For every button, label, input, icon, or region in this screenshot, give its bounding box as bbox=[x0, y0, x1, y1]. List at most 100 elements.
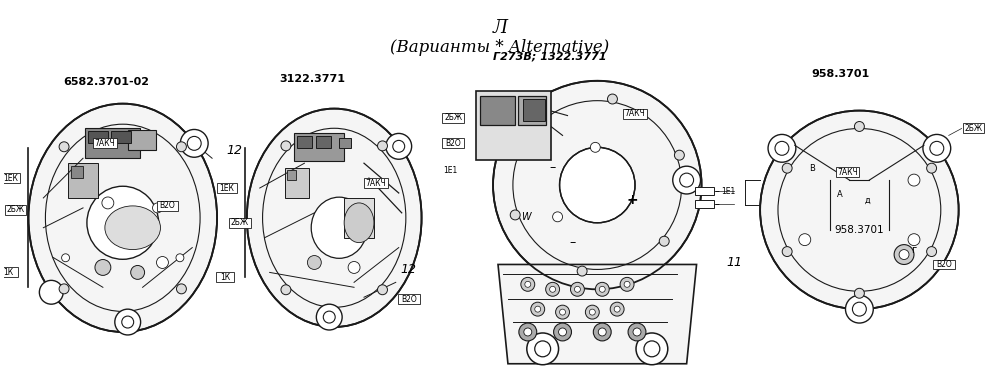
Circle shape bbox=[535, 341, 551, 357]
Text: В2О: В2О bbox=[160, 201, 175, 210]
Circle shape bbox=[636, 333, 668, 365]
Circle shape bbox=[386, 133, 412, 159]
Bar bbox=[695, 200, 714, 208]
Text: 6582.3701-02: 6582.3701-02 bbox=[63, 77, 149, 87]
Circle shape bbox=[659, 236, 669, 246]
Circle shape bbox=[323, 311, 335, 323]
Circle shape bbox=[560, 309, 566, 315]
Circle shape bbox=[510, 210, 520, 220]
Bar bbox=[294, 133, 344, 161]
Circle shape bbox=[554, 323, 571, 341]
Circle shape bbox=[899, 250, 909, 260]
Circle shape bbox=[775, 141, 789, 155]
Text: 958.3701: 958.3701 bbox=[835, 225, 884, 235]
Bar bbox=[364, 178, 388, 188]
Bar bbox=[623, 109, 647, 119]
Circle shape bbox=[595, 282, 609, 296]
Bar bbox=[297, 136, 312, 148]
Circle shape bbox=[157, 257, 168, 268]
Bar bbox=[398, 294, 420, 304]
Circle shape bbox=[176, 284, 186, 294]
Bar bbox=[5, 205, 26, 215]
Text: 12: 12 bbox=[401, 263, 417, 276]
Text: 12: 12 bbox=[226, 144, 242, 157]
Bar bbox=[442, 113, 464, 122]
Text: –: – bbox=[714, 199, 719, 209]
Text: г: г bbox=[911, 245, 917, 255]
Bar bbox=[111, 131, 131, 143]
Ellipse shape bbox=[311, 197, 367, 258]
Bar bbox=[518, 96, 546, 126]
Bar bbox=[963, 124, 984, 133]
Bar bbox=[128, 131, 156, 150]
Circle shape bbox=[570, 282, 584, 296]
Bar bbox=[217, 183, 237, 193]
Bar bbox=[88, 131, 108, 143]
Circle shape bbox=[589, 309, 595, 315]
Circle shape bbox=[59, 284, 69, 294]
Text: 958.3701: 958.3701 bbox=[812, 69, 870, 79]
Ellipse shape bbox=[28, 104, 217, 332]
Text: –: – bbox=[569, 236, 576, 249]
Circle shape bbox=[525, 281, 531, 287]
Circle shape bbox=[493, 81, 702, 289]
Text: 7АКЧ: 7АКЧ bbox=[837, 168, 858, 177]
Bar bbox=[476, 91, 551, 160]
Circle shape bbox=[927, 247, 937, 257]
Ellipse shape bbox=[87, 186, 159, 259]
Circle shape bbox=[153, 203, 162, 213]
Text: А: А bbox=[837, 190, 842, 199]
Circle shape bbox=[524, 328, 532, 336]
Bar bbox=[344, 198, 374, 238]
Text: 2БЖ: 2БЖ bbox=[231, 218, 249, 227]
Circle shape bbox=[115, 309, 141, 335]
Ellipse shape bbox=[105, 206, 160, 250]
Circle shape bbox=[845, 295, 873, 323]
Circle shape bbox=[927, 163, 937, 173]
Circle shape bbox=[610, 302, 624, 316]
Circle shape bbox=[782, 247, 792, 257]
Text: 7АКЧ: 7АКЧ bbox=[95, 139, 115, 148]
Bar bbox=[68, 163, 98, 198]
Circle shape bbox=[593, 323, 611, 341]
Circle shape bbox=[574, 286, 580, 292]
Circle shape bbox=[559, 328, 567, 336]
Circle shape bbox=[624, 281, 630, 287]
Circle shape bbox=[95, 260, 111, 275]
Circle shape bbox=[799, 234, 811, 246]
Bar bbox=[836, 167, 859, 177]
Text: 2БЖ: 2БЖ bbox=[6, 205, 25, 214]
Circle shape bbox=[854, 121, 864, 131]
Circle shape bbox=[59, 142, 69, 152]
Circle shape bbox=[62, 254, 70, 262]
Polygon shape bbox=[498, 265, 697, 364]
Bar bbox=[0, 267, 18, 277]
Circle shape bbox=[550, 286, 556, 292]
Circle shape bbox=[39, 280, 63, 304]
Text: Г273В; 1322.3771: Г273В; 1322.3771 bbox=[493, 51, 607, 61]
Ellipse shape bbox=[344, 203, 374, 243]
Bar bbox=[316, 136, 331, 148]
Text: Л: Л bbox=[492, 19, 508, 37]
Circle shape bbox=[393, 141, 405, 152]
Circle shape bbox=[577, 266, 587, 276]
Circle shape bbox=[908, 174, 920, 186]
Circle shape bbox=[187, 136, 201, 150]
Circle shape bbox=[316, 304, 342, 330]
Circle shape bbox=[122, 316, 134, 328]
Circle shape bbox=[620, 277, 634, 291]
Circle shape bbox=[644, 341, 660, 357]
Circle shape bbox=[531, 302, 545, 316]
Text: 1ЕК: 1ЕК bbox=[3, 174, 18, 183]
Circle shape bbox=[633, 328, 641, 336]
Circle shape bbox=[852, 302, 866, 316]
Bar bbox=[71, 166, 83, 178]
Text: 1К: 1К bbox=[4, 268, 14, 277]
Text: –: – bbox=[549, 161, 556, 174]
Circle shape bbox=[535, 306, 541, 312]
Text: W: W bbox=[521, 212, 531, 222]
Ellipse shape bbox=[247, 109, 422, 327]
Circle shape bbox=[553, 212, 563, 222]
Circle shape bbox=[628, 323, 646, 341]
Text: 7АКЧ: 7АКЧ bbox=[366, 179, 386, 187]
